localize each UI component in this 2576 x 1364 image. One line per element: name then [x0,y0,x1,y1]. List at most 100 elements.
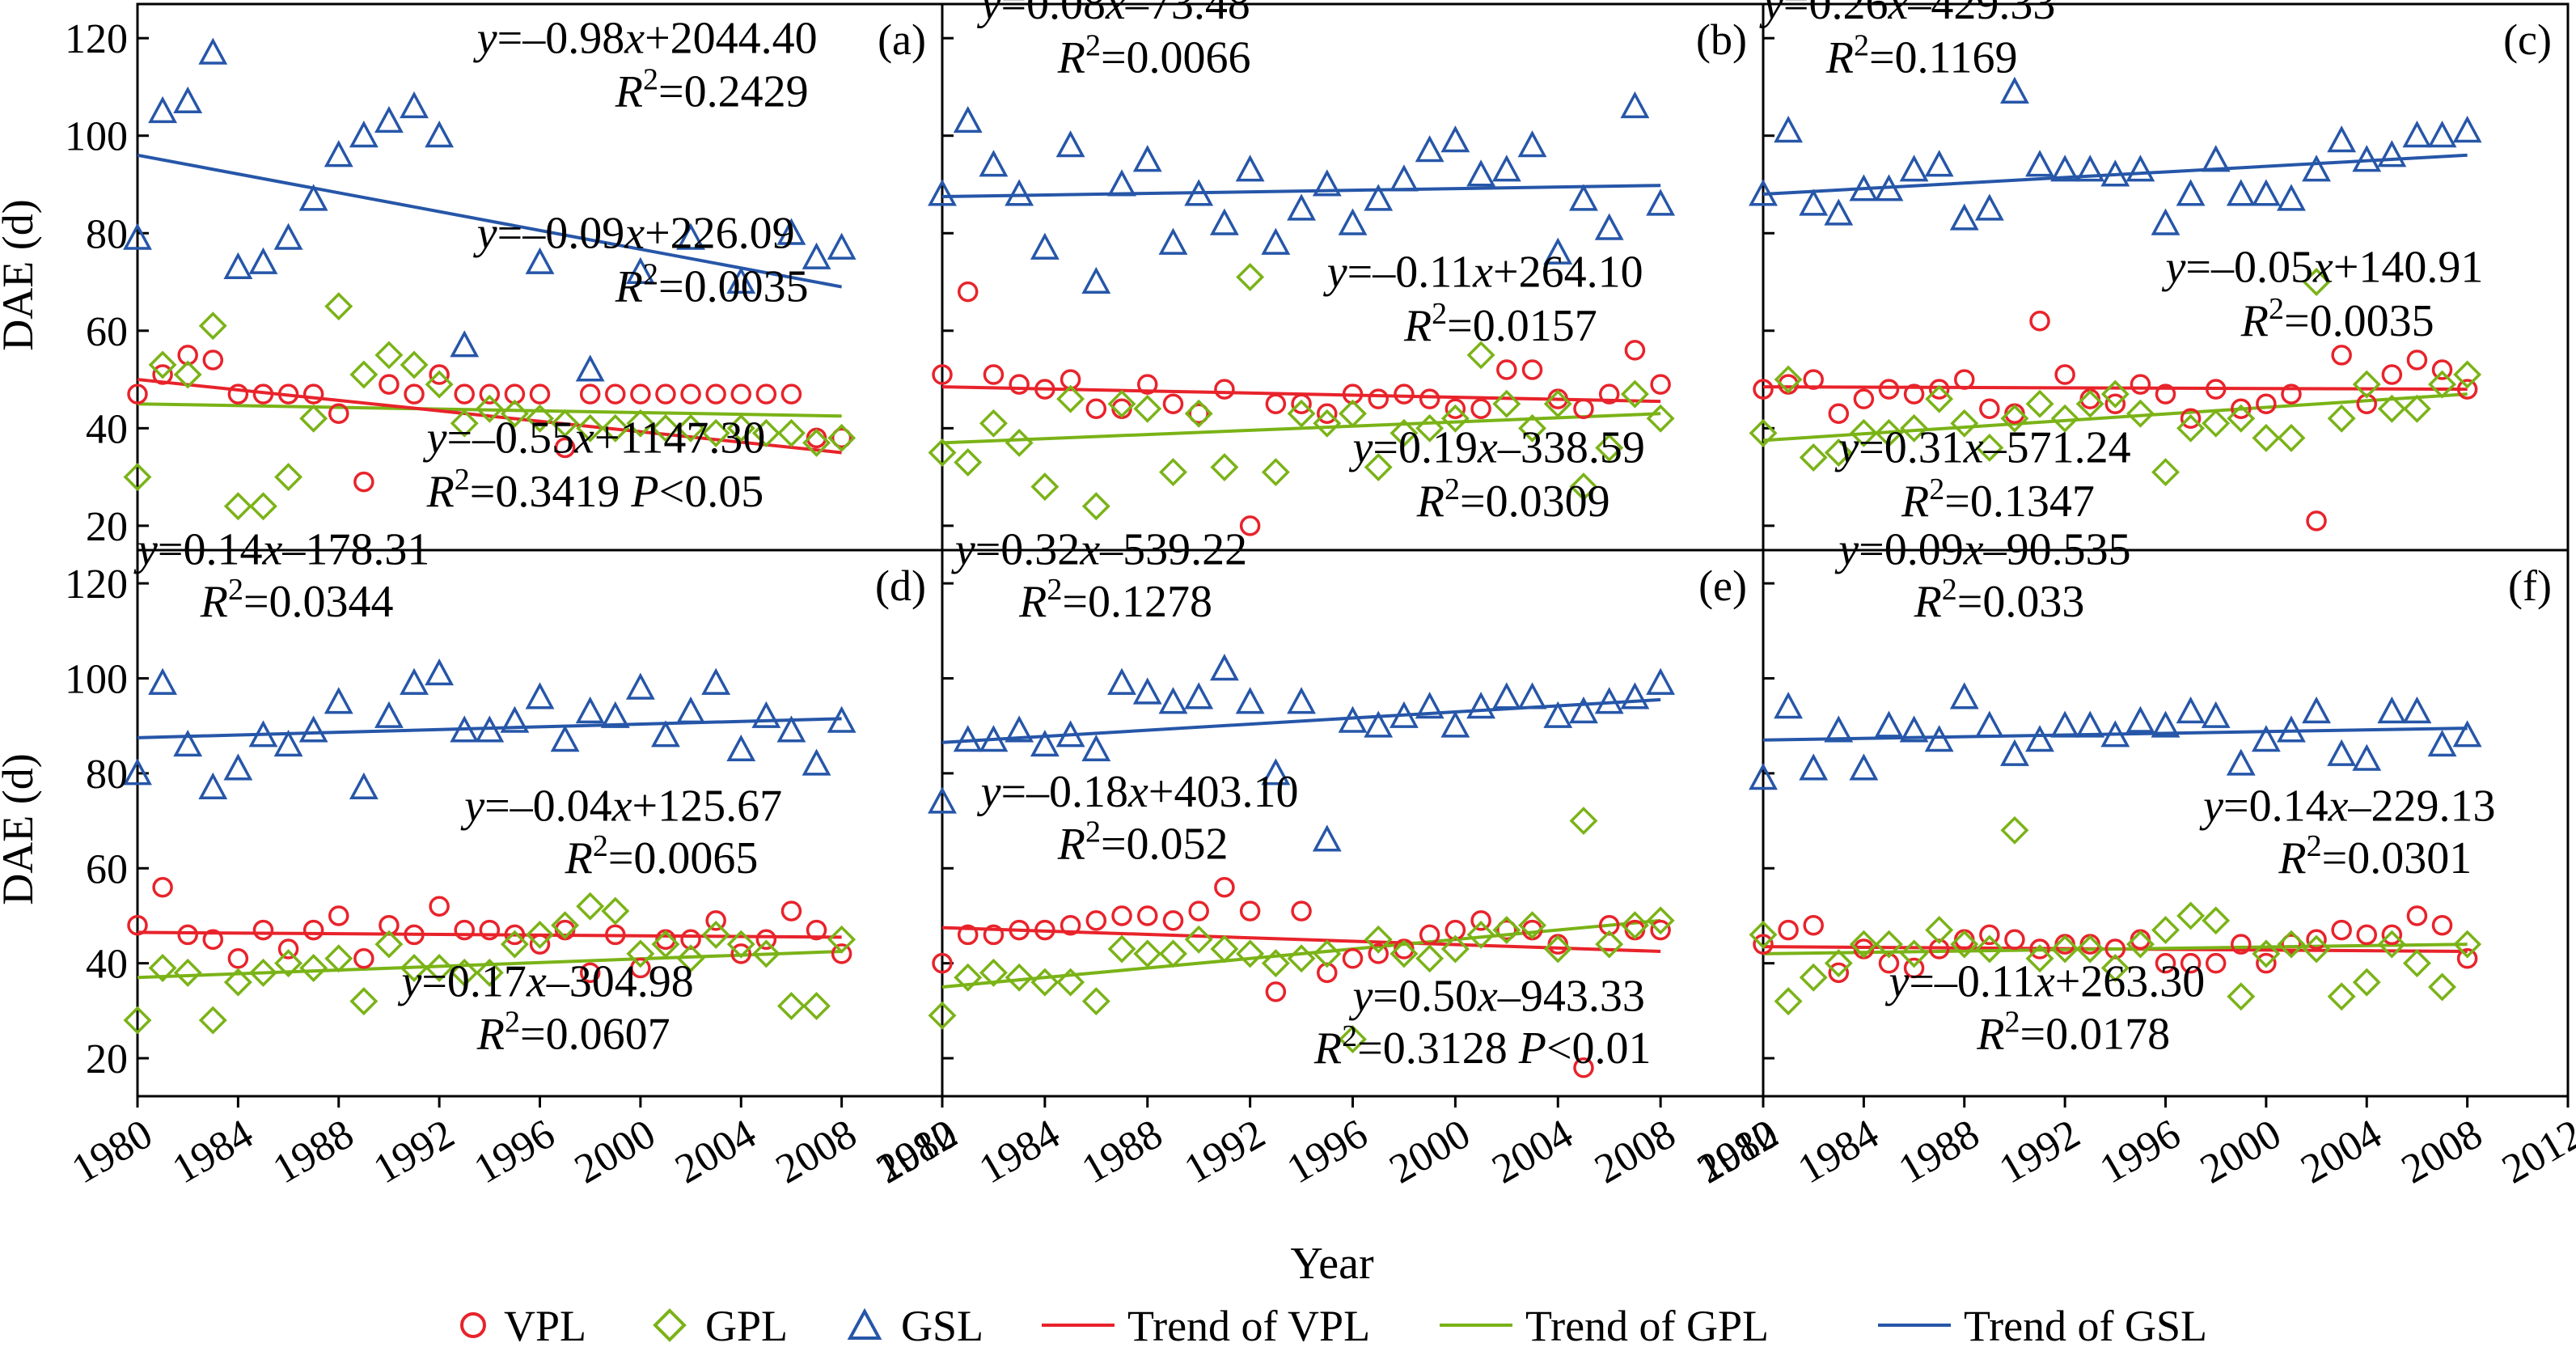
point-vpl [227,383,249,405]
point-gsl [1646,189,1676,216]
point-gsl [2075,710,2105,738]
point-gsl [349,772,379,799]
point-gpl [2202,906,2231,935]
point-gsl [2226,179,2256,206]
point-gsl [1924,150,1954,177]
point-vpl [932,952,953,974]
point-gsl [600,701,630,728]
point-gsl [2452,116,2482,143]
point-vpl [1753,379,1774,400]
point-gpl [2000,404,2029,433]
point-gsl [2377,696,2407,724]
point-vpl [479,919,501,941]
equation-label: R2=0.0065 [565,829,759,883]
equation-label: y=0.26x–429.33 [1759,0,2055,29]
point-vpl [705,383,726,405]
point-vpl [1650,919,1671,941]
point-gpl [1005,428,1034,457]
point-gsl [2000,739,2029,766]
point-gpl [324,944,353,973]
y-tick-label: 40 [86,406,128,452]
point-gpl [1184,399,1213,428]
x-tick-label: 1992 [366,1111,463,1192]
point-gpl [1824,438,1853,467]
point-gpl [2100,379,2130,409]
point-gpl [551,409,580,438]
equation-label: y=0.14x–178.31 [133,525,429,575]
point-vpl [1573,398,1594,419]
point-vpl [1470,910,1491,931]
point-gpl [1595,930,1624,959]
point-vpl [1368,943,1389,964]
point-vpl [1394,383,1415,405]
equation-label: y=–0.11x+264.10 [1323,248,1643,298]
point-vpl [127,383,148,405]
point-gpl [802,992,831,1020]
point-gsl [928,179,957,206]
point-gpl [1799,443,1828,472]
point-gsl [2126,705,2155,733]
point-gsl [2302,696,2331,724]
point-gpl [1874,418,1903,447]
point-gsl [324,140,353,167]
point-gpl [2075,934,2104,964]
point-gsl [2176,179,2206,206]
x-tick-label: 1992 [1992,1111,2088,1192]
x-tick-label: 2012 [2494,1111,2576,1192]
point-gsl [1081,266,1111,294]
point-vpl [1137,374,1158,395]
point-gsl [1184,179,1214,206]
point-gsl [1235,155,1265,182]
point-vpl [2406,905,2428,926]
legend: VPL GPL GSL Trend of VPL Trend of GPL Tr… [460,1302,2207,1350]
point-gsl [625,672,655,700]
point-vpl [983,924,1005,946]
point-gsl [223,252,253,279]
point-gpl [1030,472,1060,502]
point-vpl [1188,900,1209,921]
x-tick-label: 2008 [768,1111,865,1192]
equation-label: R2=0.0607 [476,1005,670,1059]
point-gpl [425,370,454,399]
point-gpl [349,987,379,1016]
point-vpl [302,383,324,405]
point-gpl [726,930,755,959]
point-gpl [1440,934,1470,964]
point-vpl [2104,938,2126,959]
point-vpl [680,383,701,405]
point-vpl [202,349,224,371]
point-gpl [701,418,730,447]
point-gpl [2377,394,2406,423]
point-gpl [676,944,705,973]
point-gpl [2100,954,2130,982]
point-gsl [1132,677,1162,705]
point-gsl [148,667,178,695]
point-gpl [626,409,655,438]
point-vpl [831,943,852,964]
y-tick-label: 40 [86,942,128,988]
point-vpl [277,938,299,959]
point-vpl [1573,1057,1594,1078]
equation-label: y=–0.55x+1147.30 [423,413,766,463]
point-gpl [1774,365,1803,394]
point-gsl [1517,682,1547,710]
point-gsl [1543,237,1573,265]
y-axis-label-bottom: DAE (d) [0,753,42,904]
x-tick-label: 2000 [567,1111,663,1192]
panel-label: (b) [1696,15,1747,64]
point-gsl [1055,130,1085,158]
point-gpl [1364,925,1393,954]
point-gpl [324,292,353,321]
point-vpl [2331,345,2352,366]
x-tick-label: 2004 [668,1111,764,1192]
point-gsl [1824,715,1854,743]
point-vpl [2381,924,2403,946]
point-gpl [1390,939,1419,968]
point-gsl [1491,682,1521,710]
point-vpl [2306,510,2327,532]
x-tick-label: 2008 [2394,1111,2490,1192]
panel-label: (a) [878,15,926,64]
